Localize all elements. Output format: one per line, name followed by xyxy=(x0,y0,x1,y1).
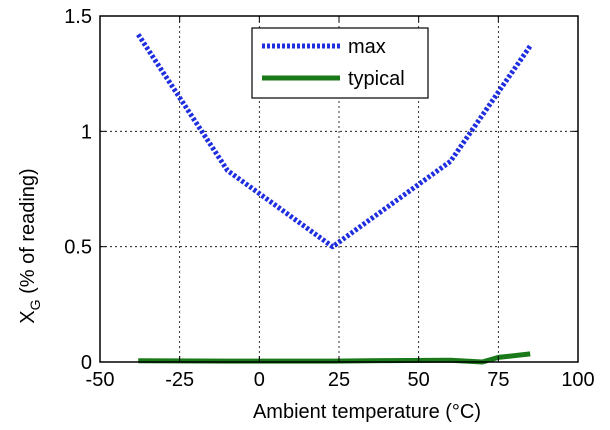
y-tick-label: 0.5 xyxy=(64,237,92,259)
x-tick-label: 50 xyxy=(408,369,430,391)
x-tick-label: -50 xyxy=(86,369,115,391)
legend-label-max: max xyxy=(348,36,386,58)
y-tick-label: 1.5 xyxy=(64,6,92,28)
legend: max typical xyxy=(251,27,429,99)
legend-label-typical: typical xyxy=(348,68,405,90)
x-tick-label: 0 xyxy=(254,369,265,391)
y-axis-title: XG (% of reading) xyxy=(17,168,43,323)
y-axis-title-subscript: G xyxy=(27,299,43,310)
x-tick-label: 75 xyxy=(487,369,509,391)
y-axis-title-rest: (% of reading) xyxy=(17,168,39,299)
tick-labels: -50 -25 0 25 50 75 100 0 0.5 1 1.5 xyxy=(64,6,595,391)
x-tick-label: 25 xyxy=(328,369,350,391)
y-tick-label: 1 xyxy=(81,121,92,143)
y-tick-label: 0 xyxy=(81,352,92,374)
legend-box xyxy=(251,27,429,99)
y-axis-title-main: X xyxy=(17,310,39,323)
axis-ticks xyxy=(99,15,579,363)
x-tick-label: 100 xyxy=(561,369,594,391)
x-axis-title: Ambient temperature (°C) xyxy=(253,401,481,423)
x-tick-label: -25 xyxy=(165,369,194,391)
